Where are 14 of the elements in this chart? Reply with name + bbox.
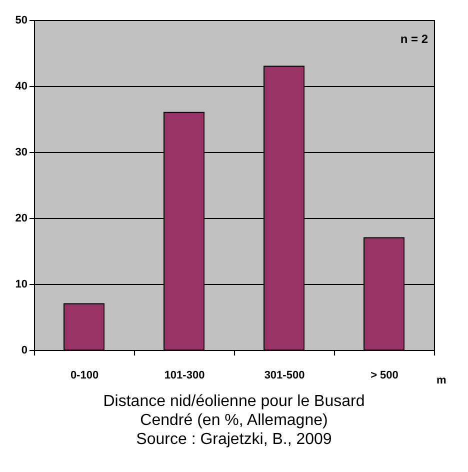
annotation: n = 2 [400,32,428,46]
text: Distance nid/éolienne pour le Busard Cendré (en %, Allemagne) [103,393,365,429]
x-tick-label: 0-100 [70,370,99,382]
y-tick-label: 0 [21,344,28,356]
x-tick-label: 301-500 [264,370,305,382]
y-tick-label: 20 [15,212,28,224]
x-axis-title: m [436,374,446,386]
y-tick-label: 50 [15,14,28,26]
x-tick-label: > 500 [370,370,398,382]
x-tick-label: 101-300 [164,370,205,382]
y-tick-label: 30 [15,146,28,158]
y-tick-label: 40 [15,80,28,92]
y-tick-label: 10 [15,278,28,290]
source-note: Source : Grajetzki, B., 2009 [136,431,332,448]
